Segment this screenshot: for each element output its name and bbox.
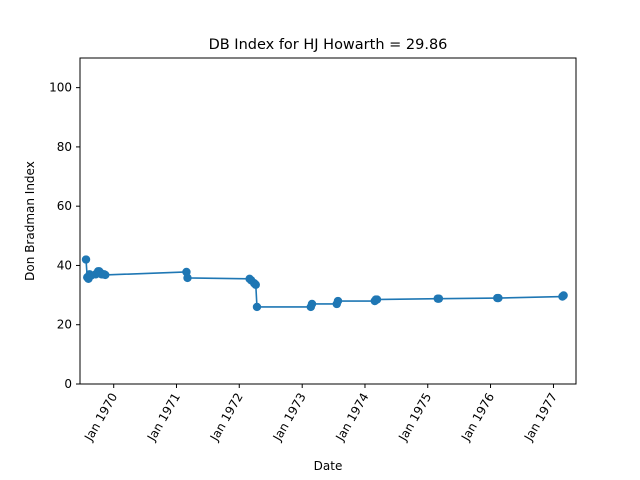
x-tick-label-6: Jan 1976 [458, 391, 497, 445]
data-point-0 [81, 255, 91, 264]
plot-area-frame [79, 57, 577, 385]
data-point-32 [559, 291, 568, 300]
x-tick-label-1: Jan 1971 [144, 391, 183, 445]
data-point-19 [252, 302, 262, 312]
data-point-30 [494, 293, 503, 303]
data-point-12 [101, 270, 110, 280]
series-layer [81, 255, 568, 312]
x-tick-label-2: Jan 1972 [207, 391, 246, 445]
x-tick-label-5: Jan 1975 [395, 391, 434, 445]
y-tick-label-2: 40 [57, 258, 72, 272]
y-tick-label-0: 0 [64, 377, 72, 391]
data-point-18 [251, 280, 260, 289]
chart-title: DB Index for HJ Howarth = 29.86 [209, 37, 448, 53]
x-axis-label: Date [314, 459, 343, 473]
x-tick-label-4: Jan 1974 [333, 391, 372, 445]
data-point-26 [372, 295, 382, 304]
x-tick-label-7: Jan 1977 [521, 391, 560, 445]
y-axis: 0 20 40 60 80 100 [49, 81, 80, 391]
data-point-28 [434, 294, 444, 303]
series-line-0 [85, 259, 565, 308]
x-tick-label-3: Jan 1973 [270, 391, 309, 445]
y-axis-label: Don Bradman Index [23, 161, 37, 281]
data-point-14 [183, 273, 192, 283]
y-tick-label-3: 60 [57, 199, 72, 213]
x-axis: Jan 1970 Jan 1971 Jan 1972 Jan 1973 Jan 1974… [81, 384, 560, 444]
y-tick-label-1: 20 [57, 318, 72, 332]
x-tick-label-0: Jan 1970 [81, 391, 120, 445]
y-tick-label-5: 100 [49, 81, 72, 95]
data-point-23 [333, 296, 343, 306]
y-tick-label-4: 80 [57, 140, 72, 154]
data-point-21 [307, 299, 317, 309]
